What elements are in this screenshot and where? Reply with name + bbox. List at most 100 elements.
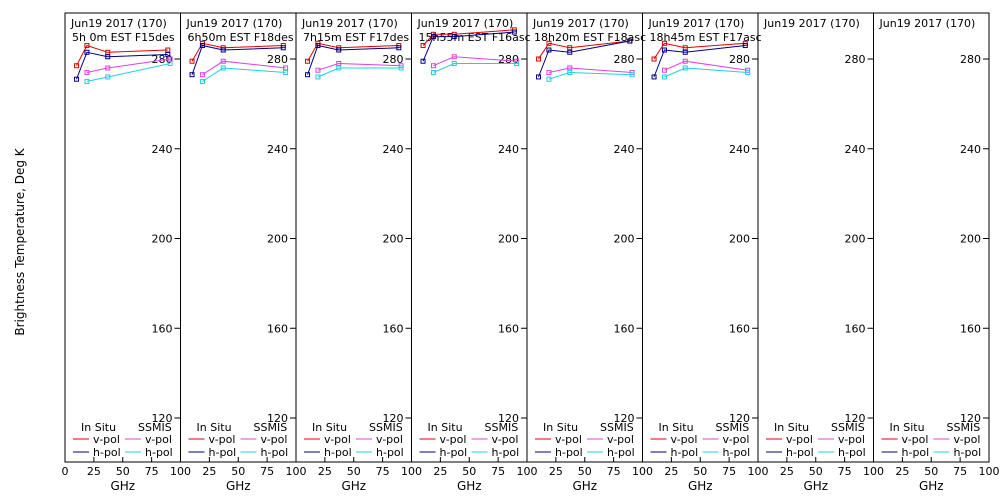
legend-label-insitu-vpol: v-pol <box>93 433 120 446</box>
series-line-insitu-hpol <box>422 31 515 62</box>
series-line-insitu-vpol <box>422 29 515 46</box>
x-tick-label: 75 <box>260 465 274 478</box>
legend-label-ssmis-hpol: h-pol <box>607 446 635 459</box>
data-point-insitu-hpol <box>305 72 311 78</box>
x-tick-label: 75 <box>491 465 505 478</box>
series-line-insitu-vpol <box>76 44 168 66</box>
data-point-ssmis-vpol <box>430 63 436 69</box>
y-tick-label: 200 <box>152 233 173 246</box>
legend-insitu-header: In Situ <box>774 421 809 434</box>
x-tick-label: 50 <box>578 465 592 478</box>
series-line-insitu-hpol <box>307 44 399 75</box>
legend-label-ssmis-hpol: h-pol <box>954 446 982 459</box>
x-tick-label: 75 <box>145 465 159 478</box>
x-axis-title: GHz <box>226 479 251 493</box>
y-tick-label: 240 <box>845 143 866 156</box>
data-point-insitu-hpol <box>567 49 573 55</box>
panel-5: Jun19 2017 (170)18h20m EST F18asc 120 160 2… <box>526 12 653 493</box>
x-tick-label: 25 <box>549 465 563 478</box>
y-tick-label: 160 <box>614 322 635 335</box>
legend-label-ssmis-vpol: v-pol <box>607 433 634 446</box>
legend-label-insitu-vpol: v-pol <box>786 433 813 446</box>
data-point-insitu-vpol <box>189 58 195 64</box>
panel-title: Jun19 2017 (170) <box>417 17 514 30</box>
y-tick-label: 240 <box>960 143 981 156</box>
series-line-ssmis-vpol <box>548 67 633 73</box>
y-tick-label: 200 <box>960 233 981 246</box>
data-point-insitu-hpol <box>430 34 436 40</box>
data-point-ssmis-hpol <box>514 60 520 66</box>
legend-ssmis-header: SSMIS <box>600 421 634 434</box>
y-tick-label: 200 <box>845 233 866 246</box>
panel-8: Jun19 2017 (170) 120 160 200 240 280 25 50 75 100… <box>873 12 1000 493</box>
data-point-ssmis-hpol <box>398 65 404 71</box>
series-line-ssmis-hpol <box>202 67 286 82</box>
data-point-insitu-vpol <box>305 58 311 64</box>
x-tick-label: 100 <box>401 465 422 478</box>
x-tick-label: 100 <box>170 465 191 478</box>
series-line-ssmis-vpol <box>664 60 748 71</box>
data-point-ssmis-vpol <box>546 69 552 75</box>
legend-label-insitu-vpol: v-pol <box>209 433 236 446</box>
data-point-ssmis-hpol <box>199 78 205 84</box>
legend-label-ssmis-vpol: v-pol <box>261 433 288 446</box>
x-tick-label: 25 <box>895 465 909 478</box>
y-tick-label: 120 <box>614 412 635 425</box>
data-point-insitu-hpol <box>199 43 205 49</box>
y-tick-label: 280 <box>960 53 981 66</box>
y-tick-label: 200 <box>498 233 519 246</box>
legend-label-ssmis-hpol: h-pol <box>261 446 289 459</box>
data-point-insitu-hpol <box>189 72 195 78</box>
y-tick-label: 200 <box>614 233 635 246</box>
data-point-ssmis-hpol <box>220 65 226 71</box>
y-tick-label: 160 <box>498 322 519 335</box>
y-tick-label: 120 <box>729 412 750 425</box>
legend-label-ssmis-vpol: v-pol <box>838 433 865 446</box>
data-point-insitu-vpol <box>651 56 657 62</box>
legend-insitu-header: In Situ <box>659 421 694 434</box>
data-point-ssmis-hpol <box>682 65 688 71</box>
x-tick-label: 100 <box>863 465 884 478</box>
panel-6: Jun19 2017 (170)18h45m EST F17asc 120 160 2… <box>642 12 769 493</box>
data-point-insitu-vpol <box>546 40 552 46</box>
data-point-insitu-hpol <box>536 74 542 80</box>
panel-title: Jun19 2017 (170) <box>763 17 860 30</box>
legend-ssmis-header: SSMIS <box>254 421 288 434</box>
y-tick-label: 200 <box>383 233 404 246</box>
x-tick-label: 100 <box>286 465 307 478</box>
y-tick-label: 120 <box>267 412 288 425</box>
legend-label-insitu-hpol: h-pol <box>440 446 468 459</box>
y-tick-label: 280 <box>845 53 866 66</box>
x-tick-label: 25 <box>664 465 678 478</box>
data-point-ssmis-hpol <box>745 69 751 75</box>
data-point-ssmis-vpol <box>661 67 667 73</box>
panel-subtitle: 6h50m EST F18des <box>188 31 294 44</box>
data-point-insitu-hpol <box>315 43 321 49</box>
series-line-insitu-hpol <box>191 44 284 75</box>
x-tick-label: 0 <box>62 465 69 478</box>
data-point-insitu-hpol <box>280 45 286 51</box>
x-tick-label: 50 <box>924 465 938 478</box>
y-tick-label: 280 <box>498 53 519 66</box>
y-tick-label: 120 <box>498 412 519 425</box>
data-point-ssmis-vpol <box>315 67 321 73</box>
legend-ssmis-header: SSMIS <box>947 421 981 434</box>
legend-ssmis-header: SSMIS <box>831 421 865 434</box>
legend-label-insitu-hpol: h-pol <box>324 446 352 459</box>
legend-label-ssmis-vpol: v-pol <box>145 433 172 446</box>
legend-label-insitu-vpol: v-pol <box>555 433 582 446</box>
data-point-insitu-hpol <box>511 29 517 35</box>
legend-label-insitu-vpol: v-pol <box>440 433 467 446</box>
series-line-ssmis-hpol <box>433 63 517 73</box>
y-tick-label: 280 <box>267 53 288 66</box>
panel-4: Jun19 2017 (170)15h55m EST F16asc1201602… <box>411 12 538 493</box>
x-tick-label: 50 <box>347 465 361 478</box>
data-point-insitu-hpol <box>74 76 80 82</box>
series-line-insitu-vpol <box>538 40 630 60</box>
y-tick-label: 200 <box>267 233 288 246</box>
legend-insitu-header: In Situ <box>81 421 116 434</box>
y-tick-label: 240 <box>152 143 173 156</box>
y-tick-label: 240 <box>729 143 750 156</box>
data-point-insitu-hpol <box>661 47 667 53</box>
data-point-ssmis-hpol <box>105 74 111 80</box>
